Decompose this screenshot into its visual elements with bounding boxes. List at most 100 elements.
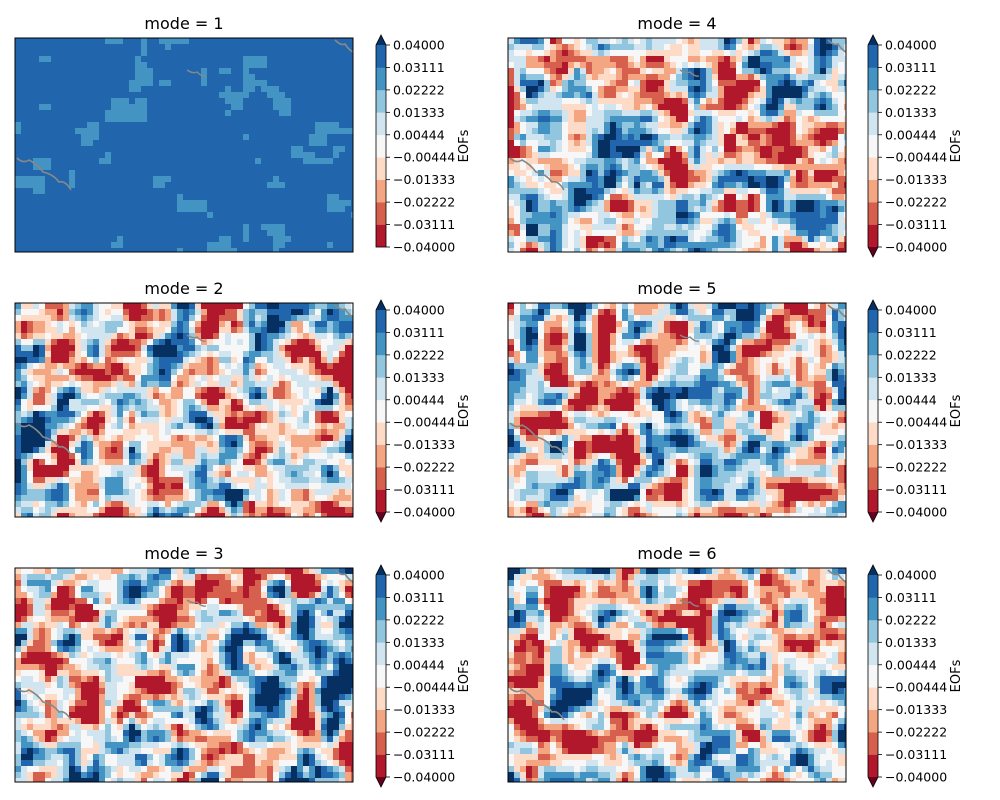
coastline [827,39,846,53]
colorbar-band [868,709,878,733]
colorbar-band [868,89,878,113]
map-frame [14,37,354,253]
colorbar-band [868,354,878,378]
colorbar-tick-label: −0.03111 [885,747,947,762]
colorbar-extend-max [868,35,878,45]
colorbar-tick-label: −0.03111 [393,482,455,497]
colorbar-tick-label: 0.02222 [393,82,445,97]
panel-title: mode = 6 [637,544,716,563]
colorbar-tick-label: 0.01333 [393,370,445,385]
coastline [679,69,700,77]
map-panel-mode-4: mode = 4 −0.04000 −0.03111 −0.02222 −0.01333… [507,14,964,258]
colorbar-tick-label: −0.02222 [885,460,947,475]
colorbar-tick-label: 0.00444 [885,657,937,672]
coastline [16,422,72,456]
contour-field [508,38,846,252]
map-frame [14,302,354,518]
colorbar-tick-label: 0.03111 [885,325,937,340]
colorbar: −0.04000 −0.03111 −0.02222 −0.01333 −0.00444… [867,299,964,523]
colorbar-band [376,179,386,203]
colorbar-tick-label: 0.01333 [393,635,445,650]
colorbar-band [868,45,878,68]
colorbar-band [376,664,386,688]
coastline [827,304,846,318]
panel-title: mode = 5 [637,279,716,298]
colorbar-band [376,45,386,68]
colorbar: −0.04000 −0.03111 −0.02222 −0.01333 −0.00444… [375,299,472,523]
colorbar-extend-max [376,300,386,310]
colorbar-tick-label: −0.04000 [393,240,455,255]
contour-field [508,568,846,782]
colorbar-tick-label: −0.00444 [393,680,455,695]
colorbar-band [376,134,386,158]
colorbar-band [376,399,386,423]
colorbar-extend-min [376,512,386,522]
colorbar-tick-label: −0.02222 [885,195,947,210]
colorbar-label: EOFs [949,129,964,162]
colorbar-band [868,597,878,621]
colorbar-band [868,619,878,643]
colorbar-tick-label: 0.01333 [885,105,937,120]
colorbar-extend-max [376,565,386,575]
colorbar-extend-min [376,777,386,787]
colorbar-tick-label: −0.04000 [393,770,455,785]
colorbar-band [376,422,386,445]
panel-title: mode = 2 [144,279,223,298]
colorbar-extend-min [868,247,878,257]
colorbar-tick-label: −0.04000 [393,505,455,520]
colorbar-band [376,754,386,778]
colorbar-band [868,377,878,401]
colorbar-band [868,67,878,91]
colorbar-tick-label: −0.03111 [885,217,947,232]
colorbar: −0.04000 −0.03111 −0.02222 −0.01333 −0.00444… [375,34,472,255]
colorbar-extend-min [868,777,878,787]
colorbar-band [868,467,878,490]
colorbar-band [868,202,878,225]
colorbar-band [868,157,878,180]
colorbar-tick-label: −0.02222 [885,725,947,740]
colorbar-band [868,134,878,158]
colorbar-band [376,377,386,401]
coastline [334,304,353,318]
colorbar-tick-label: 0.04000 [885,568,937,583]
colorbar-band [868,444,878,468]
colorbar-tick-label: 0.01333 [885,635,937,650]
colorbar-tick-label: 0.03111 [885,60,937,75]
colorbar-tick-label: 0.00444 [885,392,937,407]
colorbar-extend-max [868,300,878,310]
colorbar-band [376,89,386,113]
colorbar-tick-label: −0.00444 [393,150,455,165]
colorbar-label: EOFs [457,659,472,692]
colorbar-band [376,202,386,225]
colorbar-label: EOFs [457,394,472,427]
colorbar-band [376,67,386,91]
colorbar-band [868,224,878,248]
colorbar-band [376,444,386,468]
panel-title: mode = 3 [144,544,223,563]
colorbar-band [868,664,878,688]
colorbar-tick-label: 0.01333 [393,105,445,120]
colorbar-tick-label: −0.04000 [885,240,947,255]
coastline [679,334,700,342]
colorbar-band [376,157,386,180]
map-panel-mode-1: mode = 1 −0.04000 −0.03111 −0.02222 −0.01333… [14,14,472,255]
colorbar-tick-label: −0.00444 [885,680,947,695]
map-panel-mode-5: mode = 5 −0.04000 −0.03111 −0.02222 −0.01333… [507,279,964,523]
colorbar-tick-label: 0.02222 [393,347,445,362]
coastline [827,569,846,583]
coastline [509,157,565,191]
coastline [16,687,72,721]
colorbar-band [868,422,878,445]
colorbar-band [868,754,878,778]
map-panel-mode-6: mode = 6 −0.04000 −0.03111 −0.02222 −0.01333… [507,544,964,788]
colorbar-band [868,310,878,333]
colorbar-tick-label: 0.02222 [393,612,445,627]
colorbar-band [376,642,386,666]
colorbar: −0.04000 −0.03111 −0.02222 −0.01333 −0.00444… [867,34,964,258]
colorbar-tick-label: −0.00444 [393,415,455,430]
colorbar-tick-label: 0.03111 [393,325,445,340]
colorbar-tick-label: −0.02222 [393,725,455,740]
colorbar-extend-min [868,512,878,522]
colorbar-tick-label: −0.01333 [885,172,947,187]
map-frame [14,567,354,783]
